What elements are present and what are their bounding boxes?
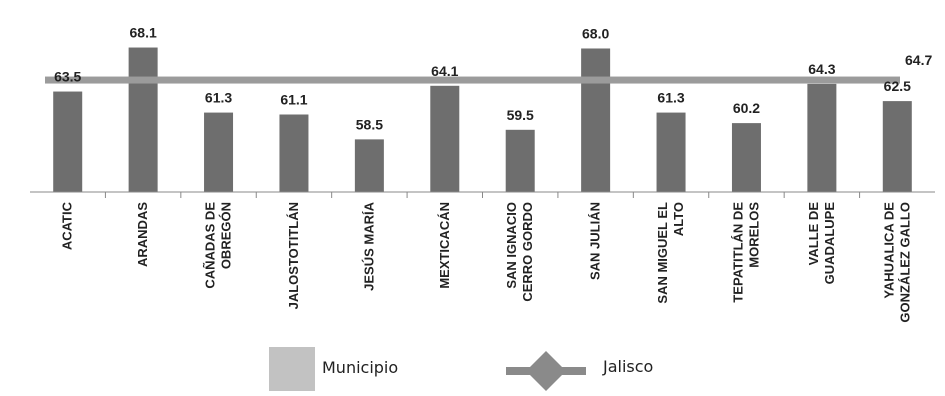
bar-san-julian xyxy=(581,48,611,193)
bar-acatic xyxy=(53,91,83,192)
x-label-tepatitlan-de-morelos-line1: TEPATITLÁN DE xyxy=(730,202,745,303)
x-labels-group: ACATIC ARANDAS CAÑADAS DE OBREGÓN JALOSTOTIT… xyxy=(60,201,913,322)
value-labels-group: 63.5 68.1 61.3 61.1 58.5 64.1 59.5 68.0 61.3 60.2… xyxy=(54,25,911,133)
x-label-san-ignacio-cerro-gordo-line1: SAN IGNACIO xyxy=(504,202,519,289)
bar-canadas-de-obregon xyxy=(204,112,234,192)
x-ticks-group xyxy=(104,192,861,198)
bar-valle-de-guadalupe xyxy=(807,83,837,192)
legend-municipio-swatch xyxy=(269,347,315,391)
x-label-san-julian: SAN JULIÁN xyxy=(588,202,603,280)
value-label-canadas-de-obregon: 61.3 xyxy=(205,90,232,106)
jalisco-line xyxy=(45,76,900,84)
bar-san-ignacio-cerro-gordo xyxy=(505,129,535,192)
legend-jalisco-label: Jalisco xyxy=(602,357,653,376)
bar-arandas xyxy=(128,47,158,193)
bar-tepatitlan-de-morelos xyxy=(731,123,761,192)
x-label-san-miguel-el-alto-line1: SAN MIGUEL EL xyxy=(655,202,670,304)
bar-jesus-maria xyxy=(354,139,384,192)
x-label-canadas-de-obregon-line2: OBREGÓN xyxy=(219,202,234,269)
bar-mexticacan xyxy=(430,85,460,192)
x-label-valle-de-guadalupe-line2: GUADALUPE xyxy=(822,202,837,285)
x-label-jesus-maria: JESÚS MARÍA xyxy=(361,201,376,290)
value-label-jalostotitlan: 61.1 xyxy=(280,92,307,108)
value-label-arandas: 68.1 xyxy=(130,25,157,41)
x-label-valle-de-guadalupe-line1: VALLE DE xyxy=(806,202,821,266)
x-label-mexticacan: MEXTICACÁN xyxy=(437,202,452,289)
x-label-san-miguel-el-alto-line2: ALTO xyxy=(671,202,686,236)
bar-yahualica-de-gonzalez-gallo xyxy=(882,101,912,192)
x-label-san-ignacio-cerro-gordo-line2: CERRO GORDO xyxy=(520,202,535,302)
x-label-yahualica-de-gonzalez-gallo-line1: YAHUALICA DE xyxy=(881,202,896,299)
x-label-acatic: ACATIC xyxy=(60,201,75,250)
value-label-yahualica-de-gonzalez-gallo: 62.5 xyxy=(884,78,911,94)
jalisco-line-group: 64.7 xyxy=(45,52,932,84)
x-label-tepatitlan-de-morelos-line2: MORELOS xyxy=(746,202,761,268)
x-label-yahualica-de-gonzalez-gallo-line2: GONZÁLEZ GALLO xyxy=(897,202,912,323)
value-label-jesus-maria: 58.5 xyxy=(356,116,383,132)
value-label-acatic: 63.5 xyxy=(54,69,81,85)
legend-municipio-label: Municipio xyxy=(322,358,398,377)
value-label-san-ignacio-cerro-gordo: 59.5 xyxy=(507,107,534,123)
bar-san-miguel-el-alto xyxy=(656,112,686,192)
value-label-tepatitlan-de-morelos: 60.2 xyxy=(733,100,760,116)
legend-jalisco-diamond xyxy=(526,351,566,391)
x-label-jalostotitlan: JALOSTOTITLÁN xyxy=(286,202,301,309)
bars-group xyxy=(53,47,912,193)
x-label-canadas-de-obregon-line1: CAÑADAS DE xyxy=(203,202,218,289)
jalisco-value-label: 64.7 xyxy=(905,52,932,68)
value-label-san-miguel-el-alto: 61.3 xyxy=(657,90,684,106)
value-label-san-julian: 68.0 xyxy=(582,25,609,41)
x-label-arandas: ARANDAS xyxy=(135,202,150,267)
bar-jalostotitlan xyxy=(279,114,309,192)
value-label-valle-de-guadalupe: 64.3 xyxy=(808,61,835,77)
legend: Municipio Jalisco xyxy=(269,347,653,391)
value-label-mexticacan: 64.1 xyxy=(431,63,458,79)
